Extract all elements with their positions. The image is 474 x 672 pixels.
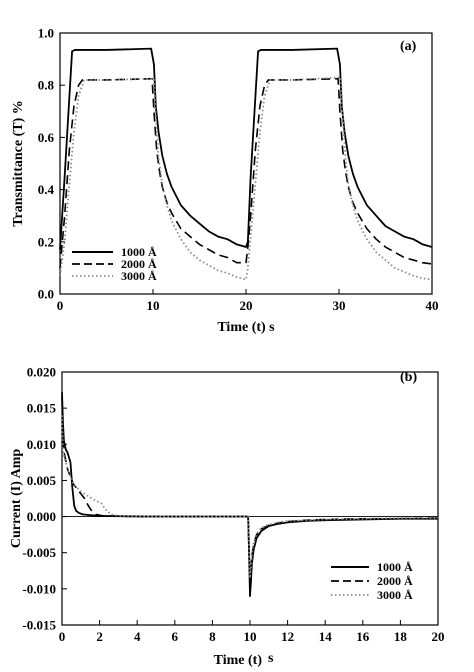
panel-b-y-tick-label: -0.015 — [22, 618, 56, 633]
panel-b-legend-label-1000: 1000 Å — [377, 560, 413, 574]
panel-a-legend-label-3000: 3000 Å — [121, 269, 157, 283]
panel-a-series-2000 — [59, 77, 433, 268]
panel-b-legend-label-2000: 2000 Å — [377, 574, 413, 588]
panel-b-panel-label: (b) — [400, 370, 417, 385]
panel-a-y-tick-label: 0.2 — [38, 234, 54, 249]
panel-b-x-tick-label: 8 — [209, 629, 216, 644]
panel-a-series-1000 — [59, 47, 433, 250]
panel-b-y-tick-label: -0.005 — [22, 545, 56, 560]
panel-b-y-tick-label: 0.000 — [27, 509, 56, 524]
panel-b-x-tick-label: 16 — [356, 629, 370, 644]
panel-b-y-tick-label: -0.010 — [22, 581, 56, 596]
panel-b-chart: 0 2 4 6 8 10 12 14 16 18 20 -0.015 -0.010 -0.005 0.000… — [9, 365, 445, 669]
panel-b-x-tick-label: 6 — [172, 629, 179, 644]
panel-a-y-tick-label: 0.0 — [38, 287, 54, 302]
panel-b-series-3000 — [61, 415, 438, 579]
panel-a-x-tick-label: 20 — [240, 298, 253, 313]
panel-b-y-tick-label: 0.020 — [27, 365, 56, 380]
panel-b-x-tick-label: 14 — [319, 629, 333, 644]
panel-a-x-tick-label: 30 — [333, 298, 346, 313]
panel-a-y-tick-label: 1.0 — [38, 26, 54, 41]
panel-a-y-tick-label: 0.8 — [38, 78, 55, 93]
panel-b-x-tick-label: 10 — [244, 629, 257, 644]
panel-b-y-tick-label: 0.010 — [27, 437, 56, 452]
panel-b-y-tick-label: 0.015 — [27, 401, 57, 416]
panel-a-series-3000 — [59, 76, 433, 281]
panel-a-x-tick-label: 40 — [426, 298, 439, 313]
panel-b-x-tick-label: 4 — [134, 629, 141, 644]
panel-a-y-axis-title: Transmittance (T) % — [11, 100, 26, 227]
panel-b-x-axis-title: Time (t) — [214, 653, 263, 667]
panel-b-x-tick-label: 0 — [59, 629, 66, 644]
panel-a-legend-label-2000: 2000 Å — [121, 257, 157, 271]
panel-a-x-tick-label: 10 — [147, 298, 160, 313]
panel-b-y-tick-label: 0.005 — [27, 473, 57, 488]
panel-a-legend-label-1000: 1000 Å — [121, 245, 157, 259]
panel-a-x-axis-title: Time (t) s — [217, 320, 275, 335]
panel-a-plot-frame — [59, 32, 433, 295]
panel-b-x-tick-label: 20 — [432, 629, 445, 644]
panel-b-x-tick-label: 12 — [281, 629, 294, 644]
panel-a-panel-label: (a) — [400, 39, 417, 54]
panel-b-legend-label-3000: 3000 Å — [377, 588, 413, 602]
panel-b-x-axis-unit: s — [268, 651, 274, 666]
panel-a-y-tick-label: 0.6 — [38, 130, 55, 145]
panel-b-x-tick-label: 18 — [394, 629, 408, 644]
panel-a-y-tick-label: 0.4 — [38, 182, 55, 197]
panel-a-x-tick-label: 0 — [57, 298, 64, 313]
panel-b-y-axis-title: Current (I) Amp — [9, 449, 24, 549]
panel-b-x-tick-label: 2 — [96, 629, 103, 644]
